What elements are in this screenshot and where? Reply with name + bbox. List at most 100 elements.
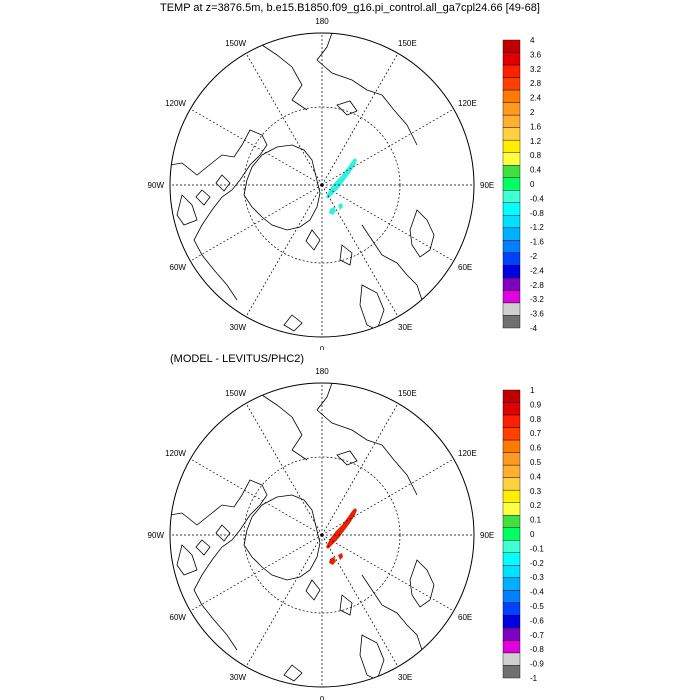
colorbar-label: -0.8 <box>530 645 544 654</box>
colorbar-swatch <box>502 39 521 53</box>
colorbar-swatch <box>502 402 521 416</box>
longitude-label: 30W <box>230 673 247 682</box>
colorbar-label: -4 <box>530 324 538 333</box>
colorbar-label: 0.8 <box>530 151 542 160</box>
panel-title-temp: TEMP at z=3876.5m, b.e15.B1850.f09_g16.p… <box>160 2 540 14</box>
longitude-label: 120W <box>165 99 186 108</box>
colorbar-label: -0.4 <box>530 194 544 203</box>
meridian-line <box>245 403 323 536</box>
colorbar-swatch <box>502 452 521 466</box>
longitude-label: 150E <box>398 389 417 398</box>
colorbar-swatch <box>502 477 521 491</box>
colorbar-swatch <box>502 502 521 516</box>
longitude-label: 90W <box>148 181 165 190</box>
polar-map-temp: 180 150E 120E 90E 60E 30E 0 30W 60W 90W 120W 150W 4 3… <box>148 17 545 350</box>
colorbar-label: 3.6 <box>530 50 542 59</box>
longitude-label: 120E <box>458 99 477 108</box>
colorbar-label: -0.8 <box>530 209 544 218</box>
colorbar-label: -0.7 <box>530 631 544 640</box>
colorbar-label: 1.2 <box>530 137 542 146</box>
colorbar-label: -2 <box>530 252 538 261</box>
colorbar-label: 4 <box>530 36 535 45</box>
colorbar-swatch <box>502 389 521 403</box>
longitude-label: 60W <box>170 613 187 622</box>
longitude-label: 150E <box>398 39 417 48</box>
colorbar-label: 3.2 <box>530 65 542 74</box>
colorbar-label: 0.9 <box>530 400 542 409</box>
colorbar-swatch <box>502 290 521 304</box>
colorbar-label: 0.6 <box>530 444 542 453</box>
colorbar-swatch <box>502 252 521 266</box>
longitude-label: 180 <box>315 367 329 376</box>
colorbar-swatch <box>502 627 521 641</box>
colorbar-swatch <box>502 464 521 478</box>
colorbar-label: 0 <box>530 180 535 189</box>
colorbar-label: 2.4 <box>530 94 542 103</box>
colorbar-label: 2 <box>530 108 535 117</box>
colorbar-label: 0.2 <box>530 501 542 510</box>
colorbar-label: -0.4 <box>530 588 544 597</box>
colorbar-swatch <box>502 215 521 229</box>
colorbar-swatch <box>502 315 521 329</box>
map-boundary <box>169 382 475 688</box>
colorbar-swatch <box>502 615 521 629</box>
longitude-label: 30W <box>230 323 247 332</box>
colorbar-swatch <box>502 190 521 203</box>
longitude-label: 60E <box>458 263 472 272</box>
colorbar-swatch <box>502 565 521 579</box>
colorbar-swatch <box>502 177 521 191</box>
meridian-line <box>321 534 454 612</box>
colorbar-swatch <box>502 89 521 103</box>
colorbar-label: -1 <box>530 674 538 683</box>
map-boundary <box>169 32 475 338</box>
meridian-line <box>321 53 399 186</box>
colorbar-swatch <box>502 139 521 153</box>
meridian-line <box>190 108 323 186</box>
meridian-line <box>321 184 399 317</box>
colorbar-label: 1 <box>530 386 535 395</box>
colorbar-swatch <box>502 577 521 591</box>
colorbar-swatch <box>502 552 521 566</box>
longitude-label: 90E <box>480 181 494 190</box>
colorbar-swatch <box>502 114 521 128</box>
longitude-label: 150W <box>225 39 246 48</box>
colorbar-swatch <box>502 602 521 616</box>
colorbar-label: 0.4 <box>530 472 542 481</box>
colorbar-swatch <box>502 439 521 453</box>
colorbar-swatch <box>502 640 521 654</box>
longitude-label: 30E <box>398 323 412 332</box>
colorbar-swatch <box>502 77 521 91</box>
colorbar-label: -2.8 <box>530 281 544 290</box>
colorbar-swatch <box>502 665 521 679</box>
meridian-line <box>190 458 323 536</box>
meridian-line <box>190 534 323 612</box>
colorbar-swatch <box>502 302 521 316</box>
meridian-line <box>321 534 399 667</box>
colorbar-swatch <box>502 265 521 279</box>
colorbar-swatch <box>502 240 521 254</box>
panel-title-difference: (MODEL - LEVITUS/PHC2) <box>170 353 305 365</box>
longitude-label: 30E <box>398 673 412 682</box>
colorbar-label: 0.1 <box>530 516 542 525</box>
longitude-label: 60W <box>170 263 187 272</box>
meridian-line <box>321 403 399 536</box>
anomaly-region <box>326 158 357 215</box>
colorbar-swatch <box>502 277 521 291</box>
colorbar-swatch <box>502 527 521 541</box>
colorbar-label: -1.2 <box>530 223 544 232</box>
colorbar-label: -0.5 <box>530 602 544 611</box>
colorbar-swatch <box>502 102 521 116</box>
colorbar-swatch <box>502 127 521 141</box>
colorbar-swatch <box>502 427 521 441</box>
meridian-line <box>245 53 323 186</box>
longitude-label: 0 <box>320 345 325 350</box>
colorbar-label: 0 <box>530 530 535 539</box>
meridian-line <box>245 184 323 317</box>
longitude-label: 90E <box>480 531 494 540</box>
meridian-line <box>321 184 454 262</box>
colorbar-label: 0.8 <box>530 415 542 424</box>
colorbar-swatch <box>502 590 521 604</box>
longitude-label: 90W <box>148 531 165 540</box>
anomaly-region <box>326 508 357 565</box>
longitude-label: 120E <box>458 449 477 458</box>
